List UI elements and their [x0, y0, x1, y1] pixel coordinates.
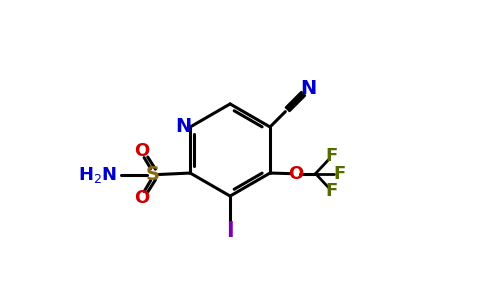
- Text: N: N: [301, 79, 317, 98]
- Text: F: F: [334, 165, 346, 183]
- Text: O: O: [134, 142, 150, 160]
- Text: S: S: [146, 165, 160, 184]
- Text: H$_2$N: H$_2$N: [78, 164, 118, 184]
- Text: O: O: [287, 165, 303, 183]
- Text: F: F: [326, 147, 338, 165]
- Text: O: O: [134, 189, 150, 207]
- Text: N: N: [176, 117, 192, 136]
- Text: I: I: [227, 221, 234, 241]
- Text: F: F: [326, 182, 338, 200]
